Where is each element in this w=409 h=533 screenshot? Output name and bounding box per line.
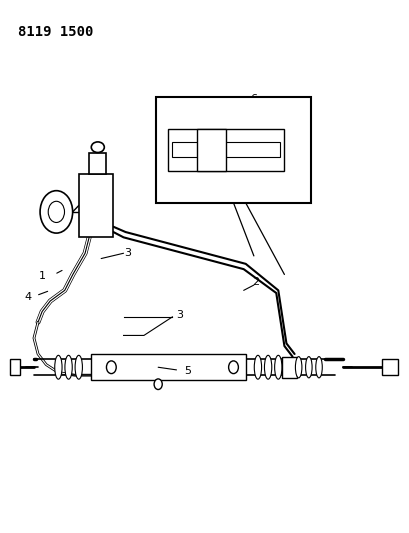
Ellipse shape [274,356,281,379]
Text: 4: 4 [24,292,31,302]
Bar [168,128,284,171]
Text: 1: 1 [38,271,45,280]
Bar [156,97,310,203]
Ellipse shape [91,142,104,152]
Circle shape [40,191,72,233]
Ellipse shape [305,357,311,378]
Ellipse shape [254,356,261,379]
Circle shape [154,379,162,390]
Bar [9,359,20,375]
Bar [91,354,245,381]
Ellipse shape [294,357,301,378]
Text: 3: 3 [124,248,131,259]
Bar [282,357,296,378]
Circle shape [48,201,64,222]
Bar [89,152,106,174]
Circle shape [106,361,116,374]
Ellipse shape [264,356,271,379]
Bar [197,128,226,171]
Bar [79,174,113,237]
Text: 3: 3 [176,310,183,320]
Bar [172,142,280,157]
Circle shape [228,361,238,374]
Ellipse shape [65,356,72,379]
Ellipse shape [75,356,82,379]
Text: 2: 2 [252,277,259,287]
Text: 5: 5 [184,366,191,376]
Ellipse shape [55,356,62,379]
Text: 6: 6 [250,94,257,104]
Text: 8119 1500: 8119 1500 [18,25,93,39]
Ellipse shape [315,357,321,378]
Bar [168,128,284,171]
Bar [381,359,398,375]
